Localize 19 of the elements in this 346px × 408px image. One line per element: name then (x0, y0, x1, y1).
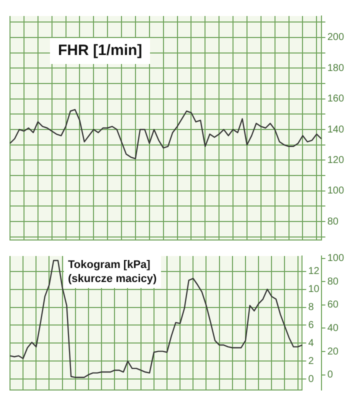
y-tick-label: 200 (327, 32, 344, 44)
y-tick-label: 100 (327, 186, 344, 197)
y-tick-label: 120 (327, 154, 344, 166)
y-tick-label: 4 (308, 338, 314, 349)
y-tick-label: 2 (308, 356, 314, 367)
text: Tokogram [kPa] (skurcze macicy) (64, 256, 161, 288)
y-tick-label: 12 (308, 266, 320, 278)
y-tick-label: 6 (308, 320, 314, 331)
y-tick-label: 10 (308, 284, 320, 296)
y2-tick-label: 20 (327, 346, 339, 358)
y-tick-label: 160 (327, 94, 344, 105)
y-tick-label: 8 (308, 302, 314, 314)
text: FHR [1/min] (50, 38, 150, 64)
y-tick-label: 0 (308, 374, 314, 385)
y-tick-label: 180 (327, 62, 344, 74)
y-tick-label: 80 (327, 216, 339, 228)
y2-tick-label: 40 (327, 322, 339, 334)
y-tick-label: 140 (327, 124, 344, 136)
y2-tick-label: 60 (327, 300, 339, 311)
